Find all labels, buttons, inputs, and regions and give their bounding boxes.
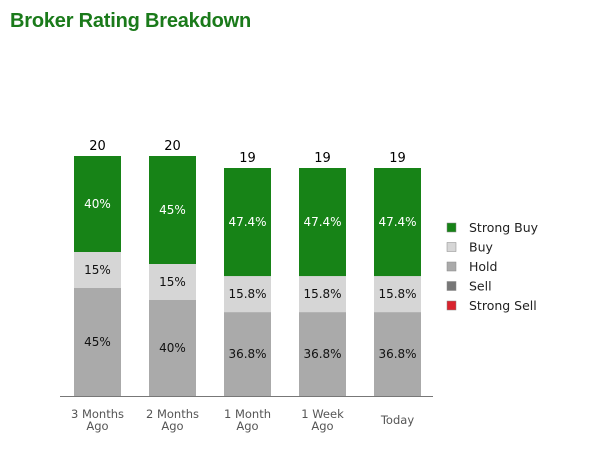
total-label-0: 20 [89, 139, 106, 154]
bar-strong-buy-1 [149, 156, 196, 264]
legend-label-sell: Sell [469, 279, 492, 294]
bar-buy-3 [299, 276, 346, 313]
legend-swatch-strong-sell [446, 300, 457, 311]
bar-buy-1 [149, 264, 196, 300]
segment-label-strong-buy-4: 47.4% [378, 215, 416, 229]
total-label-4: 19 [389, 151, 406, 166]
segment-label-strong-buy-1: 45% [159, 203, 186, 217]
segment-label-buy-1: 15% [159, 275, 186, 289]
total-label-3: 19 [314, 151, 331, 166]
category-labels: 3 Months Ago 2 Months Ago 1 Month Ago 1 Week Ag… [71, 407, 414, 433]
bars-group: 45% 15% 40% 20 40% 15% 45% 20 36.8% 15.8% 47.4% 19 3… [74, 139, 421, 396]
bar-buy-0 [74, 252, 121, 288]
category-label-0: 3 Months Ago [71, 407, 124, 433]
total-label-1: 20 [164, 139, 181, 154]
bar-hold-4 [374, 312, 421, 396]
legend-label-hold: Hold [469, 259, 497, 274]
total-label-2: 19 [239, 151, 256, 166]
bar-strong-buy-3 [299, 168, 346, 277]
legend-swatch-sell [446, 281, 457, 291]
segment-label-buy-3: 15.8% [303, 287, 341, 301]
legend-swatch-buy [446, 242, 457, 252]
legend-label-strong-sell: Strong Sell [469, 298, 537, 313]
category-label-2: 1 Month Ago [224, 407, 271, 433]
legend: Strong Buy Buy Hold Sell Strong Sell [446, 220, 539, 313]
page-title: Broker Rating Breakdown [10, 10, 252, 32]
bar-strong-buy-4 [374, 168, 421, 277]
bar-hold-0 [74, 288, 121, 396]
bar-hold-1 [149, 300, 196, 396]
bar-strong-buy-2 [224, 168, 271, 277]
segment-label-hold-1: 40% [159, 341, 186, 355]
category-label-3: 1 Week Ago [301, 407, 344, 433]
segment-label-strong-buy-0: 40% [84, 197, 111, 211]
segment-label-buy-0: 15% [84, 263, 111, 277]
legend-swatch-hold [446, 261, 457, 272]
legend-label-strong-buy: Strong Buy [469, 220, 539, 235]
segment-label-buy-4: 15.8% [378, 287, 416, 301]
bar-strong-buy-0 [74, 156, 121, 252]
segment-label-hold-2: 36.8% [228, 347, 266, 361]
segment-label-hold-0: 45% [84, 335, 111, 349]
segment-label-buy-2: 15.8% [228, 287, 266, 301]
segment-label-hold-4: 36.8% [378, 347, 416, 361]
segment-label-hold-3: 36.8% [303, 347, 341, 361]
bar-hold-2 [224, 312, 271, 396]
legend-label-buy: Buy [469, 240, 493, 255]
bar-hold-3 [299, 312, 346, 396]
category-label-1: 2 Months Ago [146, 407, 199, 433]
segment-label-strong-buy-2: 47.4% [228, 215, 266, 229]
bar-buy-2 [224, 276, 271, 313]
category-label-4: Today [380, 413, 414, 427]
segment-label-strong-buy-3: 47.4% [303, 215, 341, 229]
legend-swatch-strong-buy [446, 222, 457, 233]
bar-buy-4 [374, 276, 421, 313]
